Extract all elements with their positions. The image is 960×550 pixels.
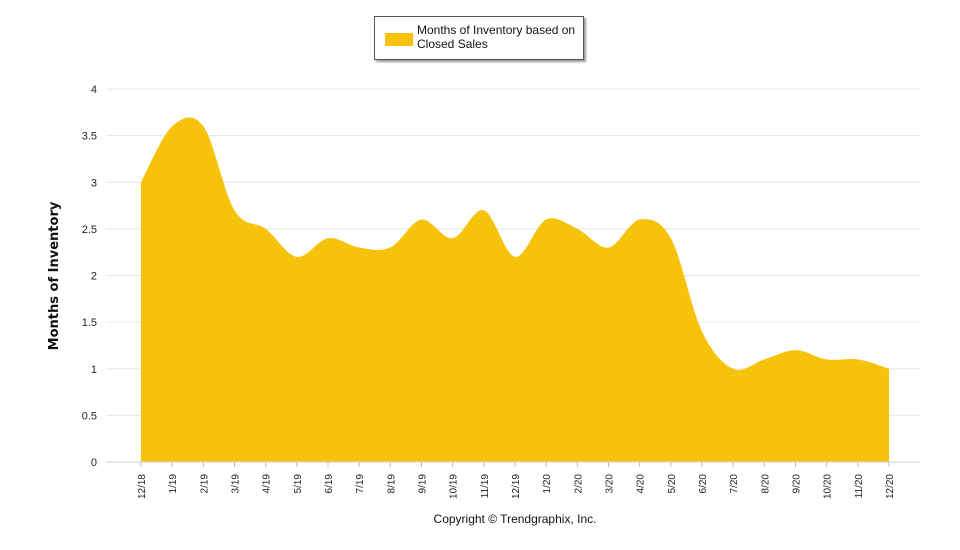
y-tick-label: 2.5 [82,224,97,236]
legend-swatch [385,33,413,46]
x-tick-label: 3/20 [605,474,616,494]
x-tick-label: 4/20 [636,474,647,494]
x-tick-label: 6/19 [324,474,335,494]
legend-label: Months of Inventory based on Closed Sale… [417,23,576,51]
y-axis-label: Months of Inventory [47,201,62,350]
y-tick-label: 3 [91,177,97,189]
y-tick-label: 3.5 [82,131,97,143]
x-tick-label: 5/20 [667,474,678,494]
y-tick-label: 1 [91,364,97,376]
x-tick-label: 7/19 [355,474,366,494]
x-tick-label: 9/19 [418,474,429,494]
x-tick-label: 6/20 [698,474,709,494]
y-tick-label: 4 [91,84,97,96]
x-tick-label: 9/20 [792,474,803,494]
x-tick-label: 10/20 [823,474,834,499]
y-axis: 0 0.5 1 1.5 2 2.5 3 3.5 4 [82,84,97,469]
x-tick-label: 12/18 [137,474,148,499]
x-tick-label: 4/19 [262,474,273,494]
x-axis: 12/18 1/19 2/19 3/19 4/19 5/19 6/19 7/19 8/19 9/1… [106,461,920,499]
x-tick-label: 2/19 [199,474,210,494]
x-tick-label: 3/19 [231,474,242,494]
x-tick-label: 1/20 [542,474,553,494]
x-tick-label: 11/19 [480,474,491,499]
x-tick-label: 10/19 [449,474,460,499]
y-tick-label: 1.5 [82,317,97,329]
x-tick-label: 12/19 [511,474,522,499]
x-tick-label: 11/20 [854,474,865,499]
series-area [141,117,889,462]
x-tick-label: 7/20 [729,474,740,494]
y-tick-label: 2 [91,271,97,283]
x-tick-label: 1/19 [168,474,179,494]
y-tick-label: 0.5 [82,410,97,422]
copyright: Copyright © Trendgraphix, Inc. [433,512,597,526]
x-tick-label: 8/19 [386,474,397,494]
x-tick-label: 8/20 [760,474,771,494]
x-tick-label: 5/19 [293,474,304,494]
x-tick-label: 12/20 [885,474,896,499]
legend: Months of Inventory based on Closed Sale… [374,16,584,60]
x-tick-label: 2/20 [573,474,584,494]
y-tick-label: 0 [91,457,97,469]
